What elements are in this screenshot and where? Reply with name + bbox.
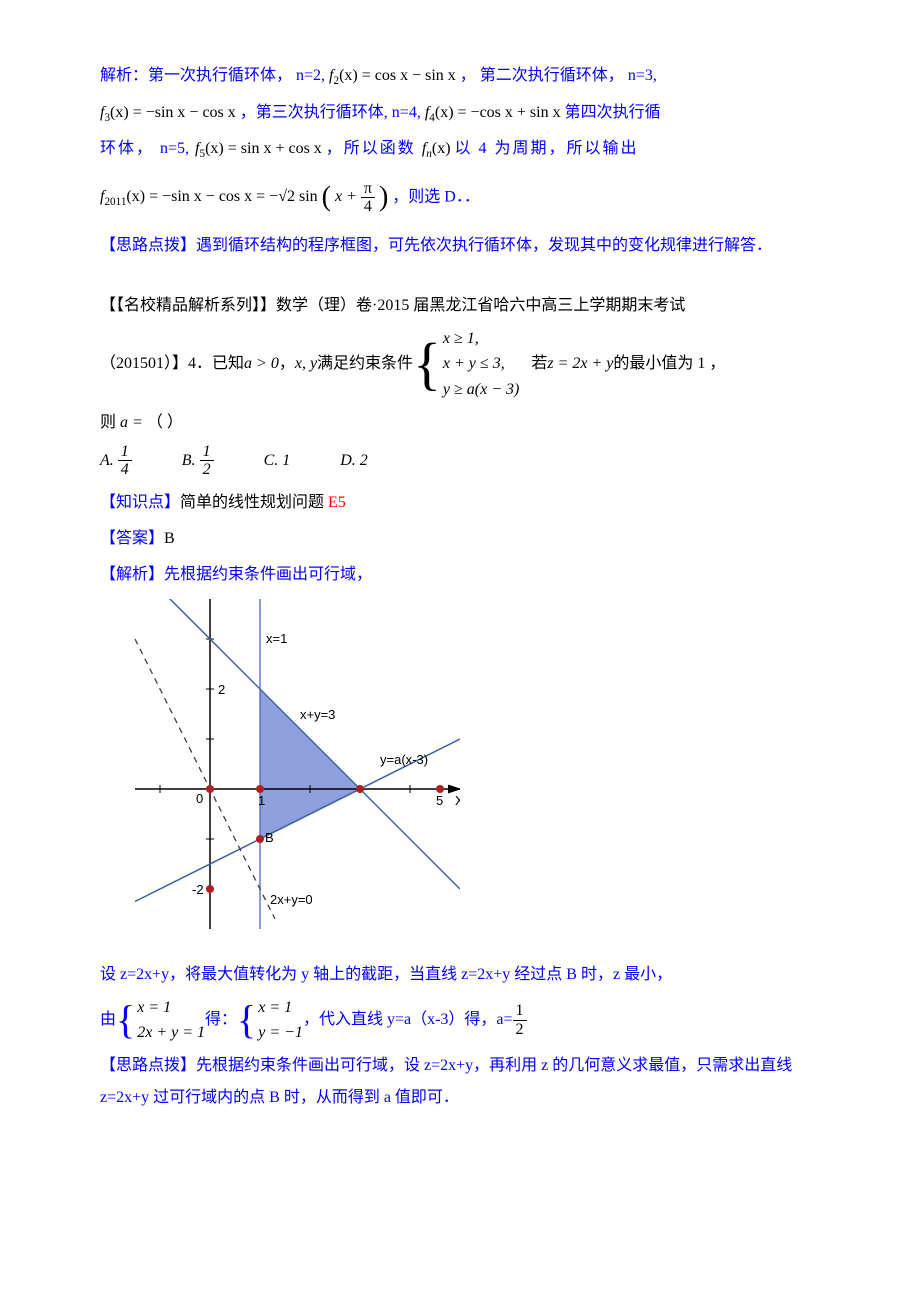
f2-expr: f2(x) = cos x − sin x — [329, 67, 460, 84]
svg-text:5: 5 — [436, 793, 443, 808]
fn-expr: fn(x) — [422, 140, 455, 157]
text: ， 第二次执行循环体， — [460, 67, 624, 84]
system-b: x = 1 2x + y = 1 — [137, 995, 205, 1046]
knowledge-point: 【知识点】简单的线性规划问题 E5 — [100, 487, 820, 519]
text: 环体， — [100, 140, 154, 157]
svg-text:2: 2 — [218, 682, 225, 697]
text: ，第三次执行循环体, — [240, 104, 388, 121]
solution-line-1: 解析：第一次执行循环体， n=2, f2(x) = cos x − sin x … — [100, 60, 820, 93]
solution-line-4: f2011(x) = −sin x − cos x = −√2 sin ( x … — [100, 170, 820, 226]
svg-text:x+y=3: x+y=3 — [300, 707, 335, 722]
f5-expr: f5(x) = sin x + cos x — [195, 140, 326, 157]
text: ，则选 D．． — [392, 188, 480, 205]
constraint-system: x ≥ 1, x + y ≤ 3, y ≥ a(x − 3) — [443, 326, 519, 403]
text: 以 4 为周期，所以输出 — [455, 140, 639, 157]
explanation-line: 【解析】先根据约束条件画出可行域， — [100, 559, 820, 591]
text: 解析：第一次执行循环体， — [100, 67, 292, 84]
svg-text:y=a(x-3): y=a(x-3) — [380, 752, 428, 767]
tip2-block: 【思路点拨】先根据约束条件画出可行域，设 z=2x+y，再利用 z 的几何意义求… — [100, 1050, 820, 1114]
svg-text:-2: -2 — [192, 882, 204, 897]
text: 第四次执行循 — [565, 104, 661, 121]
n-value: n=2, — [296, 67, 325, 84]
option-b: B. 12 — [182, 443, 214, 479]
feasible-region-chart: ★42-2150yXx=1x+y=3y=a(x-3)2x+y=0B — [100, 599, 820, 951]
n-value: n=4, — [392, 104, 421, 121]
svg-text:x=1: x=1 — [266, 631, 287, 646]
f3-expr: f3(x) = −sin x − cos x — [100, 104, 240, 121]
brace-icon: { — [237, 1000, 256, 1040]
source-line: 【【名校精品解析系列】】数学（理）卷·2015 届黑龙江省哈六中高三上学期期末考… — [100, 290, 820, 322]
svg-text:B: B — [265, 830, 274, 845]
n-value: n=3, — [628, 67, 657, 84]
chart-svg: ★42-2150yXx=1x+y=3y=a(x-3)2x+y=0B — [100, 599, 460, 939]
brace-icon: { — [413, 335, 441, 393]
then-line: 则 a = （ ） — [100, 407, 820, 439]
question-line: （201501）】 4．已知 a > 0 ， x, y 满足约束条件 { x ≥… — [100, 326, 820, 403]
tip-block: 【思路点拨】遇到循环结构的程序框图，可先依次执行循环体，发现其中的变化规律进行解… — [100, 230, 820, 262]
f2011-expr: f2011(x) = −sin x − cos x = −√2 sin ( x … — [100, 188, 392, 205]
system-solve-line: 由 { x = 1 2x + y = 1 得： { x = 1 y = −1 ，… — [100, 995, 820, 1046]
f4-expr: f4(x) = −cos x + sin x — [425, 104, 565, 121]
answer-line: 【答案】B — [100, 523, 820, 555]
tip-text: 遇到循环结构的程序框图，可先依次执行循环体，发现其中的变化规律进行解答． — [196, 237, 772, 254]
svg-text:0: 0 — [196, 791, 203, 806]
svg-text:1: 1 — [258, 793, 265, 808]
option-c: C. 1 — [264, 443, 291, 479]
option-a: A. 14 — [100, 443, 132, 479]
system-c: x = 1 y = −1 — [258, 995, 303, 1046]
tip-label: 【思路点拨】 — [100, 237, 196, 254]
options-row: A. 14 B. 12 C. 1 D. 2 — [100, 443, 820, 479]
text: ，所以函数 — [326, 140, 422, 157]
n-value: n=5, — [160, 140, 189, 157]
svg-text:2x+y=0: 2x+y=0 — [270, 892, 313, 907]
after-chart-text: 设 z=2x+y，将最大值转化为 y 轴上的截距，当直线 z=2x+y 经过点 … — [100, 959, 820, 991]
solution-line-3: 环体， n=5, f5(x) = sin x + cos x ，所以函数 fn(… — [100, 133, 820, 166]
option-d: D. 2 — [340, 443, 368, 479]
brace-icon: { — [116, 1000, 135, 1040]
solution-line-2: f3(x) = −sin x − cos x ，第三次执行循环体, n=4, f… — [100, 97, 820, 130]
svg-text:X: X — [455, 793, 460, 808]
